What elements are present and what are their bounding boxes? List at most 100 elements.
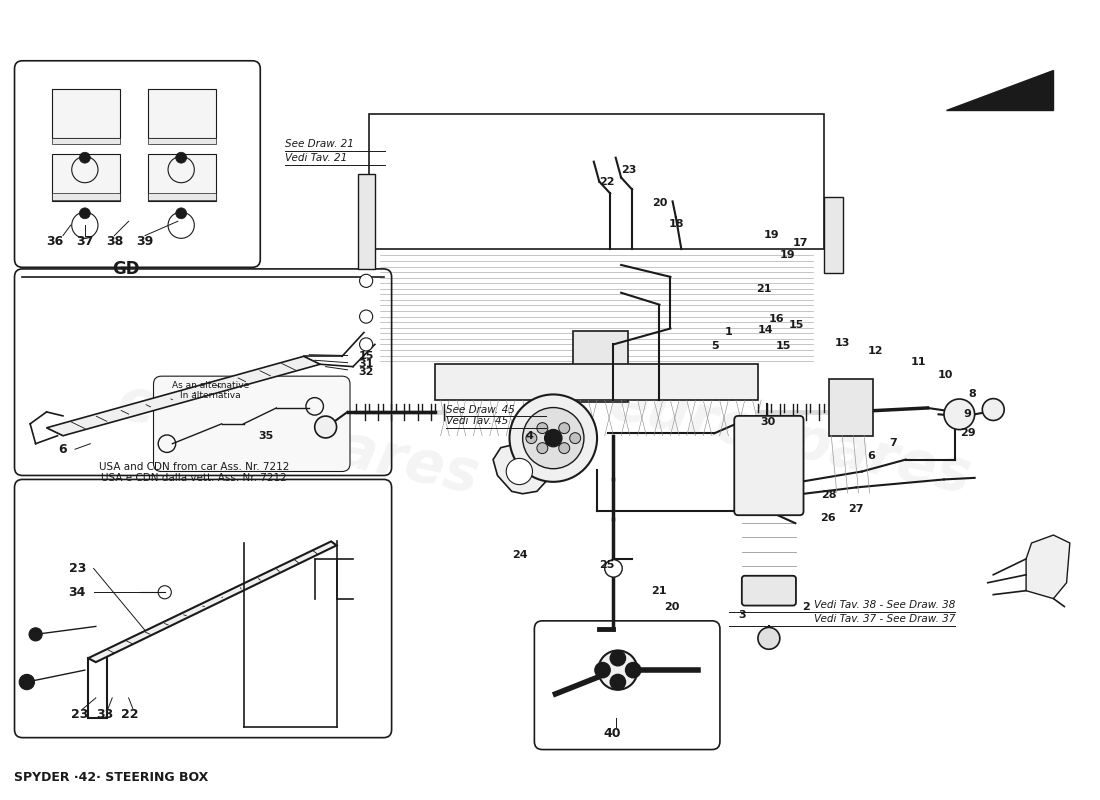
Text: 23: 23	[68, 562, 86, 575]
Text: 15: 15	[789, 319, 804, 330]
FancyBboxPatch shape	[148, 154, 217, 202]
Circle shape	[944, 399, 975, 430]
FancyBboxPatch shape	[573, 331, 628, 402]
Text: USA and CDN from car Ass. Nr. 7212: USA and CDN from car Ass. Nr. 7212	[99, 462, 289, 472]
Text: 25: 25	[600, 560, 615, 570]
Text: 21: 21	[756, 284, 771, 294]
Circle shape	[544, 430, 562, 447]
Circle shape	[559, 422, 570, 434]
Text: 20: 20	[663, 602, 679, 611]
FancyBboxPatch shape	[52, 154, 120, 202]
Circle shape	[509, 394, 597, 482]
Circle shape	[537, 422, 548, 434]
FancyBboxPatch shape	[148, 194, 217, 200]
FancyBboxPatch shape	[359, 174, 375, 269]
Circle shape	[506, 458, 532, 485]
Text: 32: 32	[359, 367, 374, 377]
FancyBboxPatch shape	[52, 194, 120, 200]
Circle shape	[598, 650, 638, 690]
Text: 22: 22	[600, 177, 615, 186]
Text: Vedi Tav. 21: Vedi Tav. 21	[285, 153, 348, 162]
Text: 12: 12	[868, 346, 883, 356]
Text: 6: 6	[868, 450, 876, 461]
Text: 18: 18	[668, 218, 684, 229]
Text: 34: 34	[68, 586, 86, 598]
Text: See Draw. 45: See Draw. 45	[446, 405, 515, 414]
Circle shape	[559, 442, 570, 454]
Circle shape	[79, 208, 90, 218]
Circle shape	[982, 398, 1004, 421]
Text: USA e CDN dalla vett. Ass. Nr. 7212: USA e CDN dalla vett. Ass. Nr. 7212	[101, 473, 287, 483]
Circle shape	[758, 627, 780, 650]
Text: In alternativa: In alternativa	[180, 390, 241, 400]
Text: 22: 22	[121, 708, 139, 721]
Text: 15: 15	[776, 341, 791, 351]
FancyBboxPatch shape	[148, 138, 217, 144]
Text: 3: 3	[738, 610, 746, 619]
Circle shape	[176, 152, 187, 163]
Circle shape	[605, 560, 623, 577]
Text: 33: 33	[96, 708, 113, 721]
FancyBboxPatch shape	[52, 89, 120, 138]
FancyBboxPatch shape	[824, 198, 844, 273]
Text: 6: 6	[58, 442, 67, 456]
Text: 37: 37	[76, 234, 94, 248]
Circle shape	[176, 208, 187, 218]
Text: 15: 15	[359, 351, 374, 362]
FancyBboxPatch shape	[436, 364, 758, 400]
Polygon shape	[946, 70, 1054, 110]
Text: 38: 38	[106, 234, 123, 248]
Text: 20: 20	[652, 198, 668, 208]
Text: Vedi Tav. 38 - See Draw. 38: Vedi Tav. 38 - See Draw. 38	[814, 600, 955, 610]
Text: 14: 14	[758, 325, 773, 335]
Text: 9: 9	[964, 410, 971, 419]
Circle shape	[626, 662, 641, 678]
FancyBboxPatch shape	[829, 378, 873, 436]
Text: 30: 30	[760, 418, 775, 427]
Text: 13: 13	[835, 338, 850, 348]
Circle shape	[595, 662, 610, 678]
Text: 8: 8	[968, 389, 976, 398]
Text: 23: 23	[621, 165, 637, 174]
Circle shape	[315, 416, 337, 438]
Text: 5: 5	[711, 341, 718, 351]
FancyBboxPatch shape	[154, 376, 350, 471]
Text: 1: 1	[725, 327, 733, 338]
Polygon shape	[46, 356, 320, 436]
Text: 40: 40	[604, 727, 622, 740]
Text: 11: 11	[911, 357, 926, 367]
Circle shape	[522, 407, 584, 469]
Text: 2: 2	[802, 602, 810, 611]
Text: As an alternative: As an alternative	[172, 381, 250, 390]
Text: 17: 17	[793, 238, 808, 248]
Text: GD: GD	[112, 260, 140, 278]
FancyBboxPatch shape	[148, 89, 217, 138]
Polygon shape	[88, 542, 337, 662]
Text: 26: 26	[821, 513, 836, 522]
Text: 7: 7	[889, 438, 896, 448]
Text: 39: 39	[136, 234, 154, 248]
FancyBboxPatch shape	[741, 576, 796, 606]
Text: eurospares: eurospares	[604, 374, 977, 506]
Text: 4: 4	[526, 430, 534, 441]
Text: 36: 36	[46, 234, 64, 248]
Circle shape	[360, 338, 373, 351]
Text: 21: 21	[651, 586, 667, 596]
Circle shape	[526, 433, 537, 443]
Text: Vedi Tav. 37 - See Draw. 37: Vedi Tav. 37 - See Draw. 37	[814, 614, 955, 624]
Text: 19: 19	[780, 250, 795, 261]
Circle shape	[610, 650, 626, 666]
Text: 28: 28	[822, 490, 837, 500]
Text: See Draw. 21: See Draw. 21	[285, 139, 354, 149]
Circle shape	[360, 310, 373, 323]
Polygon shape	[1026, 535, 1070, 598]
Circle shape	[570, 433, 581, 443]
FancyBboxPatch shape	[52, 138, 120, 144]
Circle shape	[537, 442, 548, 454]
Text: 24: 24	[513, 550, 528, 560]
Circle shape	[19, 674, 34, 690]
Text: 23: 23	[70, 708, 88, 721]
Circle shape	[79, 152, 90, 163]
Circle shape	[29, 628, 42, 641]
Text: Vedi Tav. 45: Vedi Tav. 45	[446, 417, 508, 426]
